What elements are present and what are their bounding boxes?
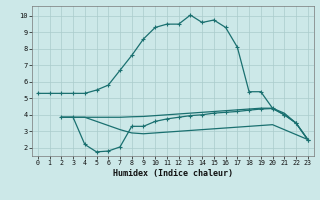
X-axis label: Humidex (Indice chaleur): Humidex (Indice chaleur) [113,169,233,178]
